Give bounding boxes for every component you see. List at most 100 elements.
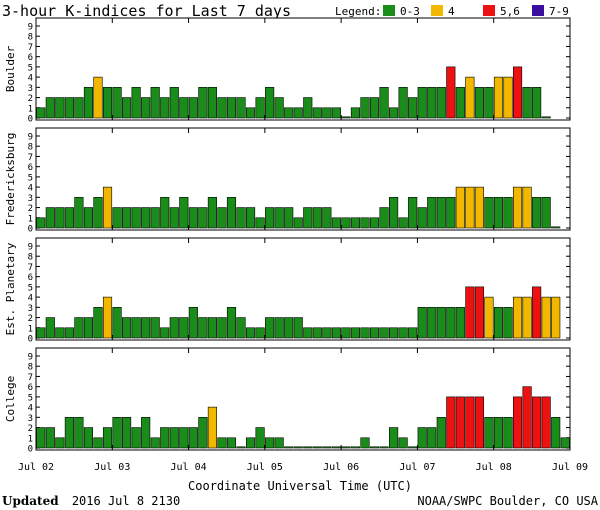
bar (198, 207, 208, 229)
bar (274, 437, 284, 449)
bar (169, 207, 179, 229)
bar (265, 207, 275, 229)
bar (274, 317, 284, 339)
legend: Legend: 0-3 4 5,6 7-9 (335, 5, 569, 18)
bar (427, 87, 437, 119)
bar (350, 327, 361, 339)
bar (255, 427, 265, 449)
bar (245, 207, 256, 229)
bar (484, 197, 494, 229)
bar (532, 396, 542, 449)
bar (532, 197, 542, 229)
bar (93, 76, 103, 119)
panel-label: College (4, 376, 17, 422)
legend-swatch-2 (483, 5, 495, 16)
bar (512, 296, 523, 339)
bar (131, 317, 141, 339)
bar (160, 427, 170, 449)
bar (331, 446, 341, 449)
bar (284, 446, 294, 449)
bar (360, 327, 370, 339)
bar (188, 307, 198, 339)
bar (55, 97, 65, 119)
bar (427, 427, 437, 449)
y-tick-label: 0 (28, 335, 33, 345)
bar (398, 87, 408, 119)
bar (360, 97, 370, 119)
bar (532, 286, 542, 339)
bar (369, 217, 380, 229)
bar (265, 317, 275, 339)
y-tick-label: 5 (28, 393, 33, 403)
y-tick-label: 7 (28, 43, 33, 53)
y-tick-label: 7 (28, 153, 33, 163)
bar (122, 207, 132, 229)
bar (217, 437, 227, 449)
bar (389, 327, 399, 339)
bar (417, 427, 427, 449)
bar (493, 76, 504, 119)
x-axis-label: Coordinate Universal Time (UTC) (188, 479, 412, 493)
y-tick-label: 2 (28, 314, 33, 324)
bar (217, 207, 227, 229)
bar (350, 217, 361, 229)
bar (169, 317, 179, 339)
bar (284, 317, 294, 339)
bar (503, 197, 513, 229)
bar (331, 217, 341, 229)
bar (303, 446, 313, 449)
bar (122, 97, 132, 119)
bar (141, 417, 151, 449)
bar (541, 116, 551, 119)
bar (217, 97, 227, 119)
x-tick-label: Jul 08 (476, 462, 512, 473)
bar (446, 307, 456, 339)
bar (322, 446, 332, 449)
bar (179, 317, 189, 339)
bar (141, 317, 151, 339)
bar (484, 87, 494, 119)
bar (293, 217, 303, 229)
bar (379, 207, 389, 229)
bar (179, 97, 189, 119)
bar (188, 427, 198, 449)
bar (560, 437, 570, 449)
bar (503, 76, 513, 119)
bar (207, 406, 217, 449)
bar (188, 97, 198, 119)
bar (150, 437, 160, 449)
bar (102, 427, 113, 449)
bar (541, 296, 551, 339)
bar (293, 107, 303, 119)
bar (293, 317, 303, 339)
bar (522, 186, 532, 229)
bar (417, 207, 427, 229)
bar (150, 87, 160, 119)
updated-label: Updated (2, 494, 59, 508)
y-tick-label: 9 (28, 243, 33, 253)
bar (131, 87, 141, 119)
y-tick-label: 9 (28, 23, 33, 33)
bar (360, 217, 370, 229)
y-tick-label: 7 (28, 263, 33, 273)
bar (436, 417, 446, 449)
bar (265, 437, 275, 449)
bar (169, 87, 179, 119)
bar (522, 87, 532, 119)
bar (102, 186, 113, 229)
legend-entry-0: 0-3 (400, 5, 420, 18)
bar (369, 446, 380, 449)
bar (379, 87, 389, 119)
bar (64, 207, 74, 229)
bar (274, 97, 284, 119)
bar (160, 197, 170, 229)
y-tick-label: 6 (28, 273, 33, 283)
x-tick-label: Jul 02 (18, 462, 54, 473)
bar (465, 396, 475, 449)
bar (455, 307, 465, 339)
bar (236, 446, 246, 449)
y-tick-label: 3 (28, 304, 33, 314)
bar (465, 186, 475, 229)
bar (179, 427, 189, 449)
